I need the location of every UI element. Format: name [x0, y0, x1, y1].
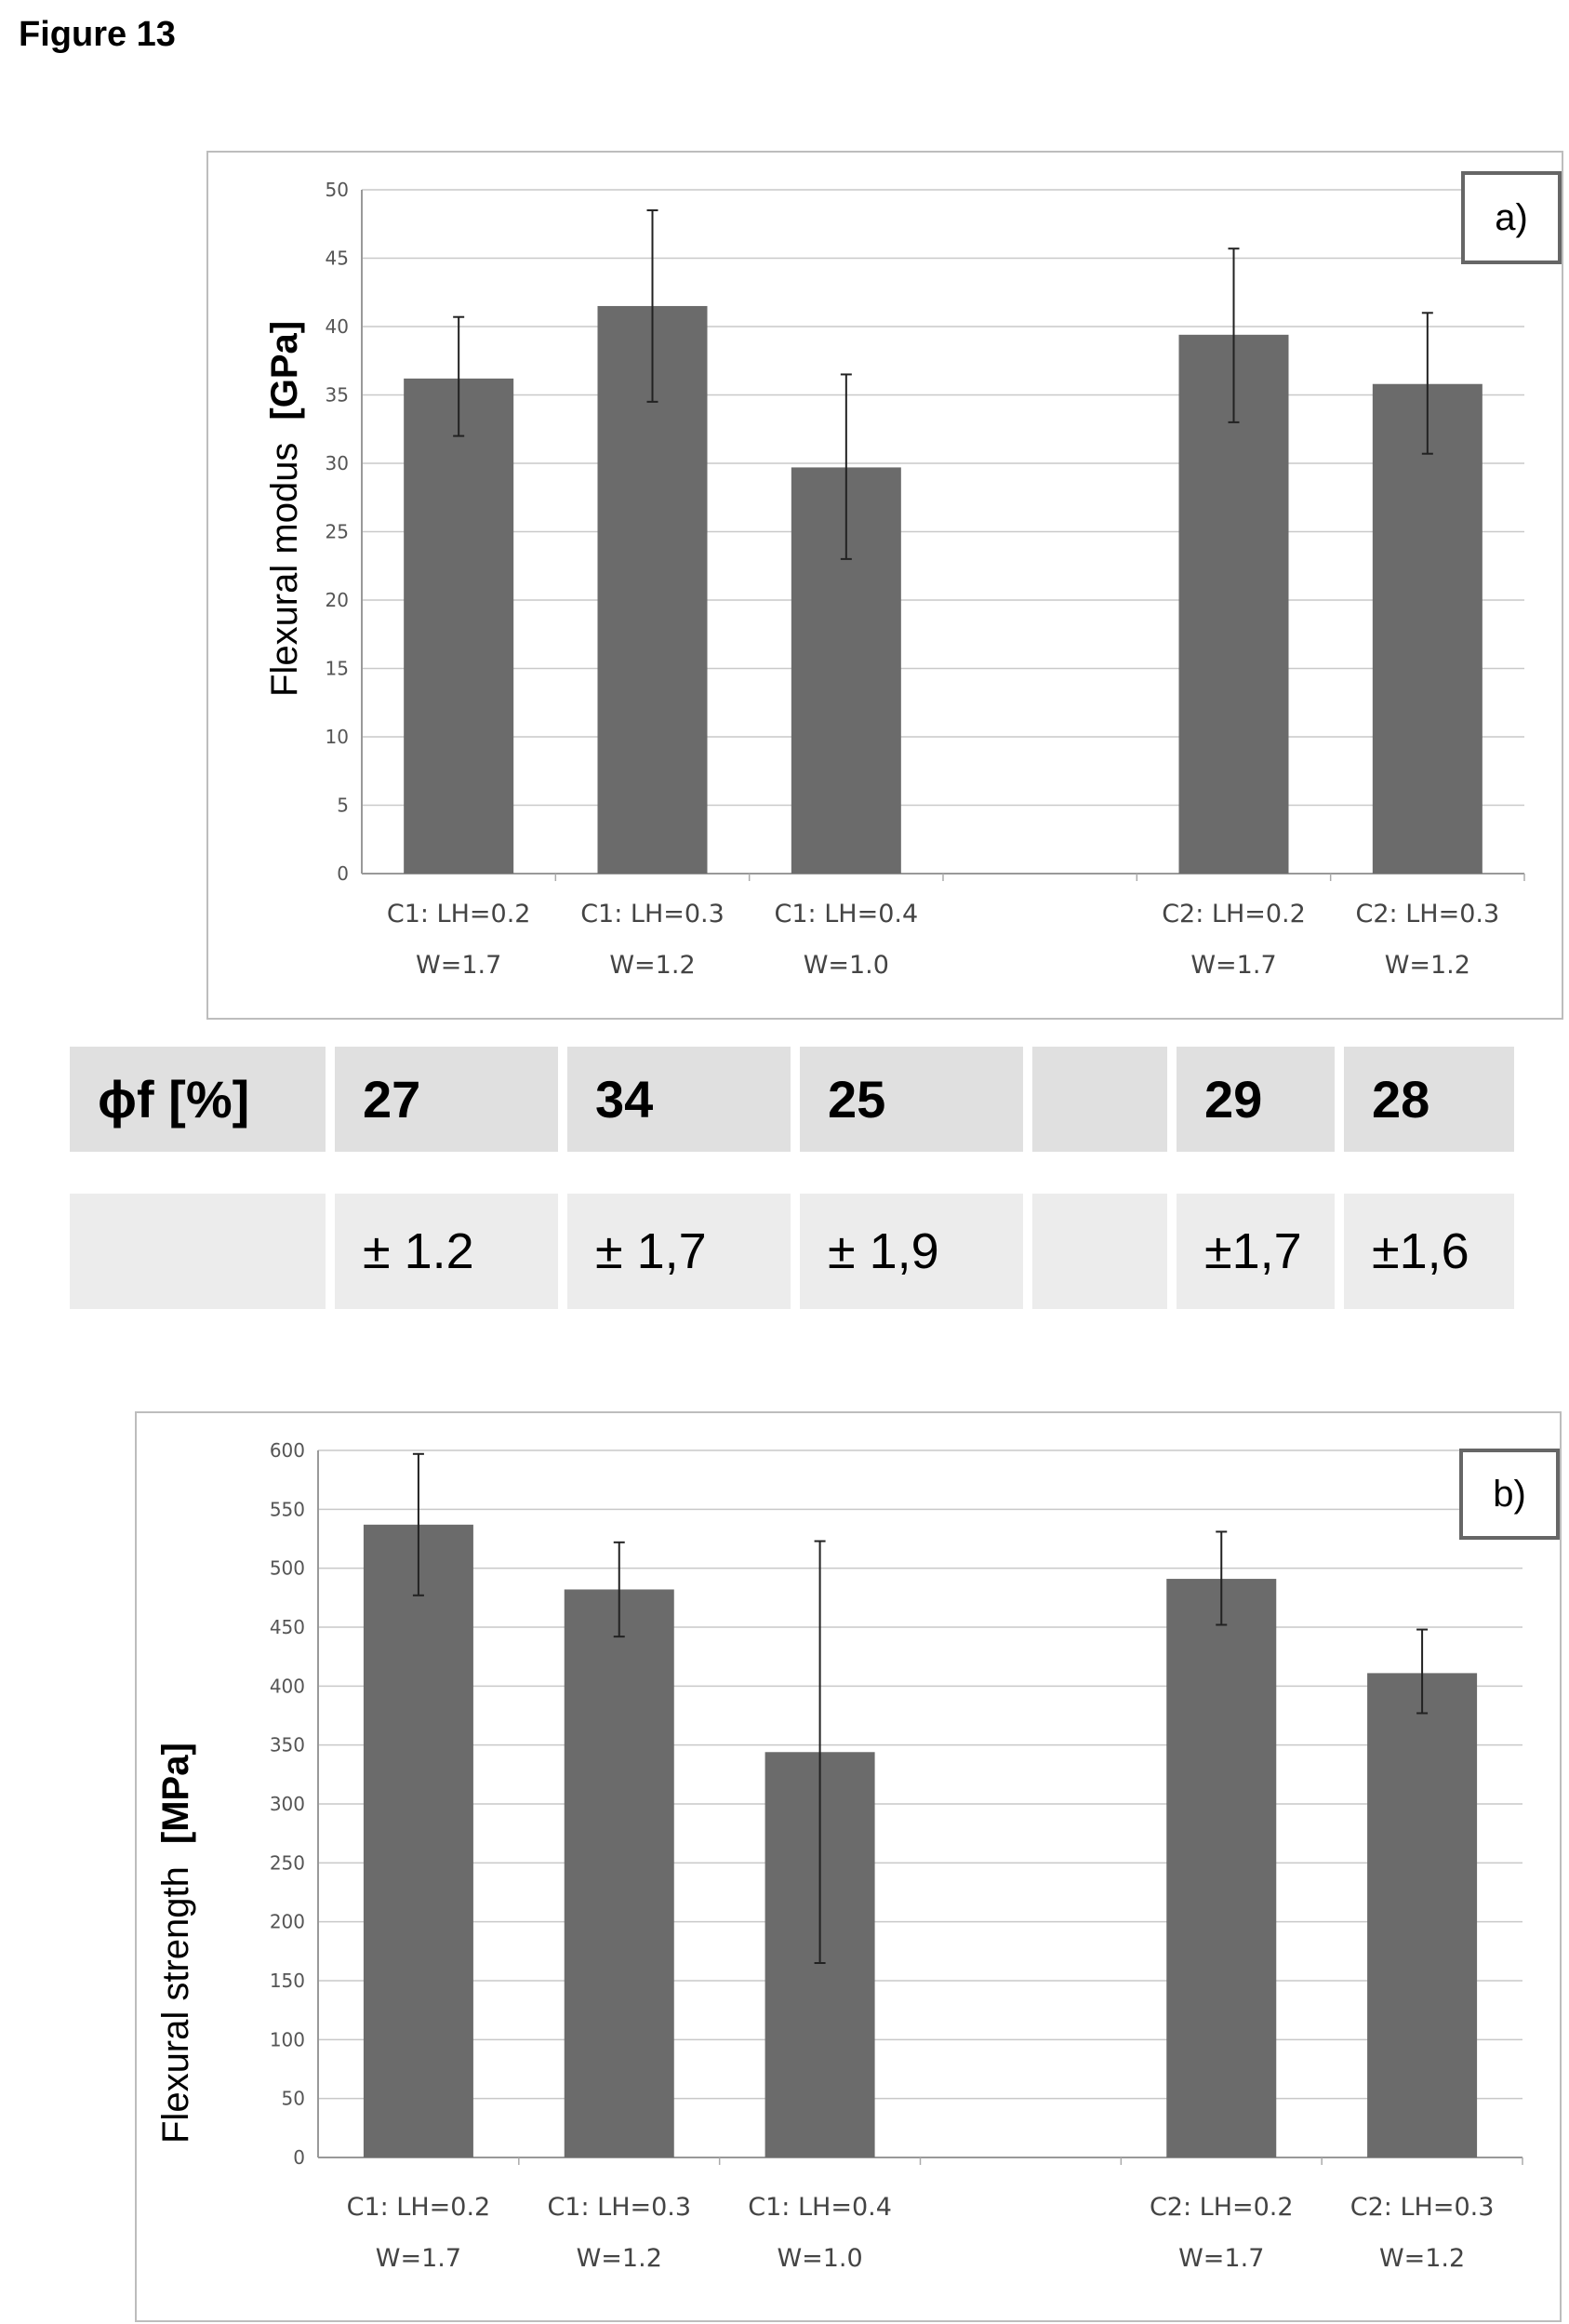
y-tick-label: 10: [326, 726, 349, 748]
y-tick-label: 150: [270, 1970, 305, 1992]
panel-label-b: b): [1459, 1449, 1560, 1540]
y-axis-title-b: Flexural strength: [155, 1866, 196, 2144]
table-error-cell: ±1,6: [1344, 1194, 1514, 1309]
bar: [564, 1589, 674, 2157]
y-tick-label: 0: [293, 2146, 305, 2169]
x-category-label: W=1.7: [416, 951, 501, 980]
table-value: 29: [1204, 1070, 1263, 1129]
y-axis-unit-b: [MPa]: [155, 1743, 196, 1845]
x-category-label: C1: LH=0.2: [347, 2193, 491, 2222]
y-tick-label: 450: [270, 1616, 305, 1638]
chart-panel-a: 0 5 10 15 20 25 30 35 40 45 50 C1: LH=0.2 W=1.7 C1: L…: [206, 151, 1563, 1020]
table-value-cell: 28: [1344, 1047, 1514, 1152]
y-axis-unit-a: [GPa]: [264, 320, 305, 421]
table-value-cell: 25: [800, 1047, 1023, 1152]
x-category-label: W=1.2: [1385, 951, 1470, 980]
table-error: ±1,6: [1372, 1223, 1469, 1279]
y-tick-label: 30: [326, 452, 349, 474]
table-value-cell: [1032, 1047, 1167, 1152]
y-tick-label: 100: [270, 2028, 305, 2050]
bar: [1166, 1579, 1277, 2157]
y-tick-label: 350: [270, 1734, 305, 1756]
table-empty-cell: [70, 1194, 326, 1309]
panel-label-a: a): [1461, 171, 1562, 264]
fiber-volume-table: ϕf [%] 27 34 25 29 28 ± 1.2 ± 1,7 ± 1,9 …: [70, 1047, 1514, 1309]
x-category-label: W=1.7: [1190, 951, 1276, 980]
y-tick-label: 0: [337, 862, 349, 885]
table-value-cell: 27: [335, 1047, 558, 1152]
y-axis-label-b: Flexural strength [MPa]: [155, 1660, 202, 2144]
y-tick-label: 500: [270, 1557, 305, 1580]
x-category-label: W=1.2: [1379, 2244, 1465, 2273]
x-category-label: C2: LH=0.2: [1162, 900, 1306, 928]
y-tick-label: 600: [270, 1439, 305, 1462]
x-category-label: C1: LH=0.2: [387, 900, 531, 928]
table-value: 28: [1372, 1070, 1430, 1129]
x-category-label: W=1.2: [609, 951, 695, 980]
y-tick-label: 5: [337, 795, 349, 817]
y-tick-label: 35: [326, 384, 349, 407]
y-tick-label: 400: [270, 1675, 305, 1697]
bar: [1178, 334, 1289, 874]
table-header-text: ϕf [%]: [98, 1070, 250, 1129]
table-error: ± 1,7: [595, 1223, 707, 1279]
flexural-strength-chart: 0 50 100 150 200 250 300 350 400 450 500 550 600 C1: …: [270, 1439, 1523, 2273]
table-value: 27: [363, 1070, 421, 1129]
y-tick-label: 50: [326, 179, 349, 201]
figure-title: Figure 13: [19, 15, 176, 54]
x-category-label: C2: LH=0.3: [1350, 2193, 1495, 2222]
x-category-label: C1: LH=0.4: [748, 2193, 892, 2222]
table-error: ±1,7: [1204, 1223, 1302, 1279]
table-error-cell: ± 1.2: [335, 1194, 558, 1309]
x-category-label: W=1.0: [804, 951, 889, 980]
y-tick-label: 200: [270, 1911, 305, 1933]
x-category-label: W=1.2: [577, 2244, 662, 2273]
y-tick-label: 550: [270, 1498, 305, 1520]
y-axis-title-a: Flexural modus: [264, 442, 305, 697]
x-category-label: W=1.7: [376, 2244, 461, 2273]
y-tick-label: 15: [326, 658, 349, 680]
table-header-cell: ϕf [%]: [70, 1047, 326, 1152]
chart-panel-b: 0 50 100 150 200 250 300 350 400 450 500 550 600 C1: …: [135, 1411, 1562, 2322]
table-value: 34: [595, 1070, 654, 1129]
y-tick-label: 250: [270, 1851, 305, 1874]
table-value-cell: 34: [567, 1047, 791, 1152]
y-tick-label: 20: [326, 589, 349, 611]
table-error-cell: [1032, 1194, 1167, 1309]
y-tick-label: 300: [270, 1793, 305, 1815]
table-value: 25: [828, 1070, 886, 1129]
flexural-modulus-chart: 0 5 10 15 20 25 30 35 40 45 50 C1: LH=0.2 W=1.7 C1: L…: [326, 179, 1525, 980]
x-category-label: W=1.0: [777, 2244, 862, 2273]
table-value-cell: 29: [1177, 1047, 1335, 1152]
y-tick-label: 25: [326, 521, 349, 543]
table-error-cell: ±1,7: [1177, 1194, 1335, 1309]
y-tick-label: 45: [326, 247, 349, 270]
table-error-cell: ± 1,9: [800, 1194, 1023, 1309]
x-category-label: W=1.7: [1178, 2244, 1264, 2273]
x-category-label: C1: LH=0.3: [547, 2193, 691, 2222]
table-error: ± 1.2: [363, 1223, 474, 1279]
y-tick-label: 50: [282, 2088, 305, 2110]
x-category-label: C2: LH=0.2: [1150, 2193, 1294, 2222]
x-category-label: C1: LH=0.3: [580, 900, 725, 928]
bar: [1367, 1673, 1478, 2157]
y-axis-label-a: Flexural modus [GPa]: [264, 269, 311, 697]
bar: [404, 378, 514, 874]
x-category-label: C2: LH=0.3: [1356, 900, 1500, 928]
table-error-cell: ± 1,7: [567, 1194, 791, 1309]
bar: [363, 1524, 473, 2157]
bar: [1372, 383, 1483, 874]
x-category-label: C1: LH=0.4: [775, 900, 919, 928]
table-error: ± 1,9: [828, 1223, 939, 1279]
y-tick-label: 40: [326, 315, 349, 338]
